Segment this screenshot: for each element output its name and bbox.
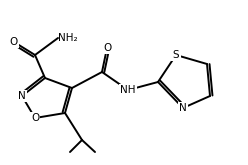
Text: N: N [179, 103, 187, 113]
Text: NH₂: NH₂ [58, 33, 78, 43]
Text: S: S [173, 50, 179, 60]
Text: O: O [103, 43, 111, 53]
Text: N: N [18, 91, 26, 101]
Text: NH: NH [120, 85, 136, 95]
Text: O: O [31, 113, 39, 123]
Text: O: O [10, 37, 18, 47]
